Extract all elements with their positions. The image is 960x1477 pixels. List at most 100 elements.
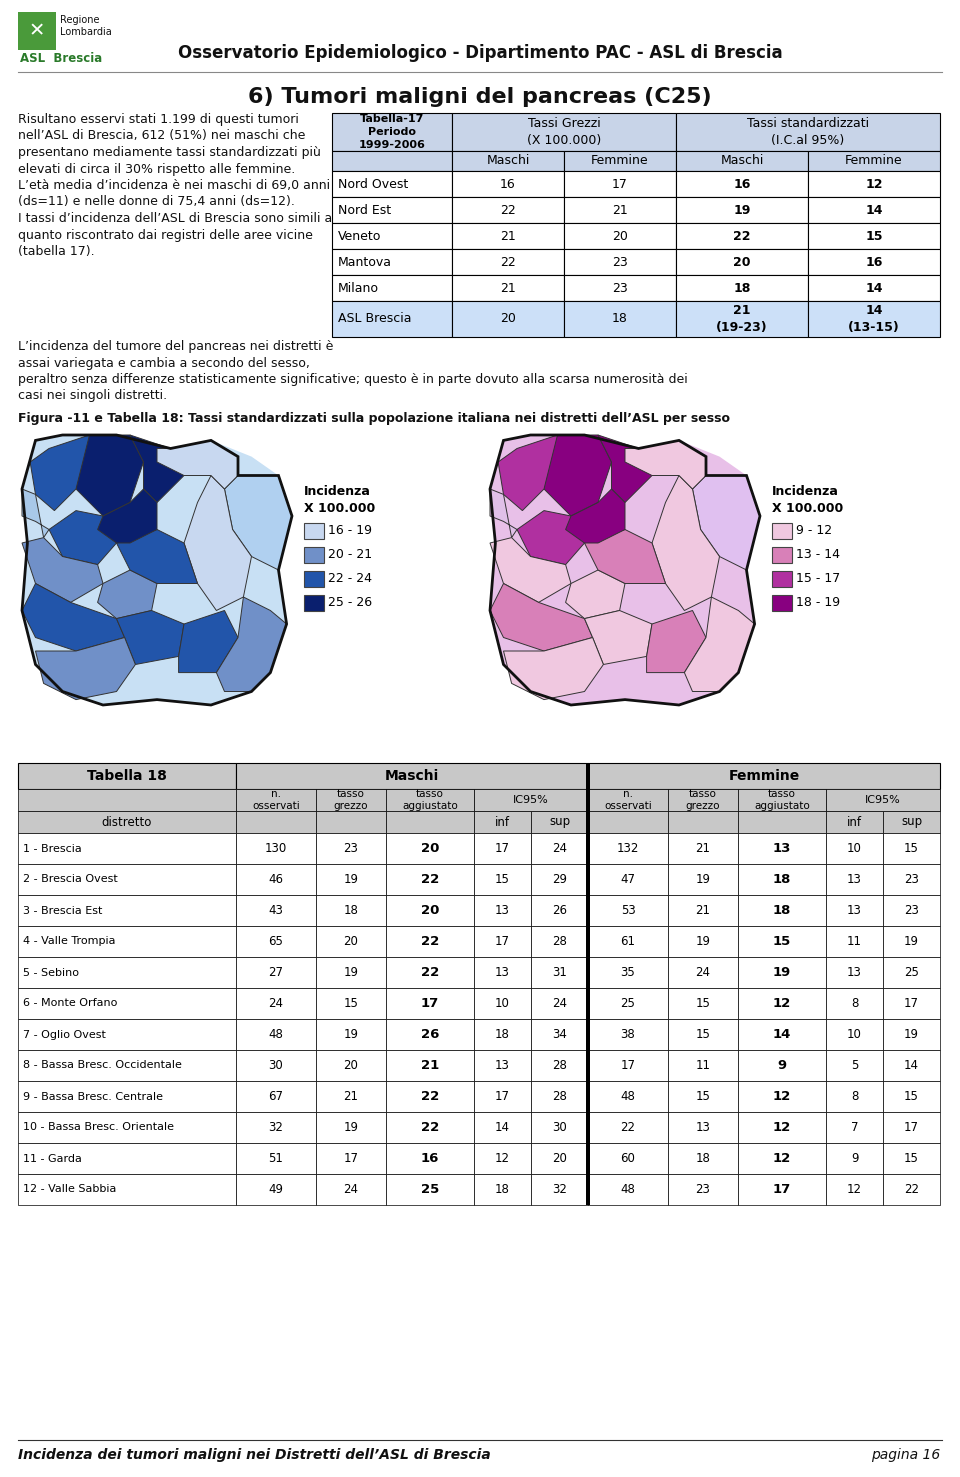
Text: 13: 13 [847,873,862,886]
Text: 17: 17 [904,997,919,1010]
Text: 25 - 26: 25 - 26 [328,597,372,610]
Text: 132: 132 [617,842,639,855]
Text: 20: 20 [420,904,439,917]
Text: Milano: Milano [338,282,379,294]
Bar [18,1174,236,1205]
Bar [668,926,738,957]
Text: 13: 13 [696,1121,710,1134]
Polygon shape [684,597,755,691]
Text: 19: 19 [344,966,358,979]
Bar [586,1081,590,1112]
Bar [668,833,738,864]
Text: inf: inf [495,815,510,829]
Text: Incidenza
X 100.000: Incidenza X 100.000 [304,484,375,515]
Bar [531,811,588,833]
Text: 15: 15 [773,935,791,948]
Text: 18: 18 [344,904,358,917]
Bar [883,988,940,1019]
Text: Osservatorio Epidemiologico - Dipartimento PAC - ASL di Brescia: Osservatorio Epidemiologico - Dipartimen… [178,44,782,62]
Bar [676,114,940,151]
Bar [564,301,676,337]
Text: 21
(19-23): 21 (19-23) [716,304,768,334]
Text: inf: inf [847,815,862,829]
Polygon shape [490,583,592,651]
Bar [18,864,236,895]
Bar [531,1174,588,1205]
Text: 22: 22 [420,935,439,948]
Polygon shape [490,436,760,705]
Bar [808,301,940,337]
Text: 28: 28 [552,1090,567,1103]
Bar [531,789,588,811]
Bar [316,864,386,895]
Text: Maschi: Maschi [487,155,530,167]
Polygon shape [652,476,719,610]
Text: 48: 48 [620,1183,636,1196]
Text: 20: 20 [552,1152,567,1165]
Text: 15: 15 [495,873,510,886]
Bar [738,1143,826,1174]
Bar [676,151,808,171]
Text: 17: 17 [612,177,628,191]
Bar [316,957,386,988]
Text: 20: 20 [733,256,751,269]
Text: sup: sup [900,815,922,829]
Text: 21: 21 [500,229,516,242]
Bar [531,895,588,926]
Bar [738,895,826,926]
Text: 10: 10 [847,842,862,855]
Bar [452,196,564,223]
Text: 20: 20 [612,229,628,242]
Text: Incidenza dei tumori maligni nei Distretti dell’ASL di Brescia: Incidenza dei tumori maligni nei Distret… [18,1447,491,1462]
Text: 19: 19 [695,935,710,948]
Bar [668,1143,738,1174]
Text: 13: 13 [495,904,510,917]
Text: distretto: distretto [102,815,153,829]
Bar [474,1112,531,1143]
Bar [332,196,452,223]
Text: 30: 30 [269,1059,283,1072]
Bar [531,1019,588,1050]
Text: tasso
aggiustato: tasso aggiustato [402,789,458,811]
Text: 21: 21 [420,1059,439,1072]
Text: I tassi d’incidenza dell’ASL di Brescia sono simili a: I tassi d’incidenza dell’ASL di Brescia … [18,213,332,225]
Text: 24: 24 [269,997,283,1010]
Text: Femmine: Femmine [845,155,902,167]
Text: 9: 9 [778,1059,786,1072]
Text: 22: 22 [420,1090,439,1103]
Text: 8: 8 [851,1090,858,1103]
Bar [236,1019,316,1050]
Text: 11 - Garda: 11 - Garda [23,1154,82,1164]
Text: 5: 5 [851,1059,858,1072]
Bar [531,1050,588,1081]
Text: IC95%: IC95% [865,795,900,805]
Text: 30: 30 [552,1121,566,1134]
Bar [316,789,386,811]
Text: 21: 21 [344,1090,358,1103]
Bar [883,833,940,864]
Bar [474,789,531,811]
Text: 67: 67 [269,1090,283,1103]
Bar [588,895,668,926]
Text: 16: 16 [865,256,882,269]
Bar [668,1112,738,1143]
Bar [386,1143,474,1174]
Text: Mantova: Mantova [338,256,392,269]
Text: 61: 61 [620,935,636,948]
Text: 51: 51 [269,1152,283,1165]
Bar [386,811,474,833]
Polygon shape [498,436,558,511]
Bar [826,1112,883,1143]
Bar [316,895,386,926]
Text: 17: 17 [495,1090,510,1103]
Bar [236,1143,316,1174]
Text: 22: 22 [620,1121,636,1134]
Bar [18,833,236,864]
Text: 35: 35 [620,966,636,979]
Text: 14
(13-15): 14 (13-15) [848,304,900,334]
Text: 21: 21 [612,204,628,217]
Text: ASL  Brescia: ASL Brescia [20,52,103,65]
Bar [588,1112,668,1143]
Text: L’incidenza del tumore del pancreas nei distretti è: L’incidenza del tumore del pancreas nei … [18,340,333,353]
Bar [668,1174,738,1205]
